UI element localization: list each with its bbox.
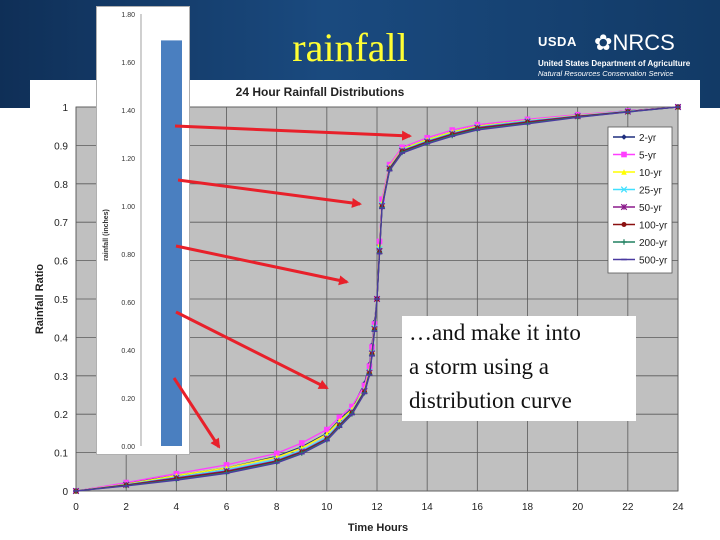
agency-line-1: United States Department of Agriculture xyxy=(538,59,691,68)
x-tick-label: 16 xyxy=(472,502,484,513)
x-axis-label: Time Hours xyxy=(348,522,408,534)
chart-title: 24 Hour Rainfall Distributions xyxy=(236,85,405,99)
legend-marker-25-yr xyxy=(620,186,628,193)
x-tick-label: 10 xyxy=(321,502,333,513)
legend-box xyxy=(607,126,673,274)
legend-label-100-yr: 100-yr xyxy=(639,221,668,232)
data-point-5-yr xyxy=(223,462,230,468)
leaf-icon: ✿ xyxy=(594,30,613,55)
series-500-yr xyxy=(73,106,681,492)
y-tick-label: 0.1 xyxy=(54,449,68,460)
inset-y-tick-label: 1.60 xyxy=(121,60,135,67)
callout-line-2: a storm using a xyxy=(409,354,549,379)
data-point-5-yr xyxy=(349,403,355,410)
callout-text-box: …and make it into a storm using a distri… xyxy=(402,316,636,421)
y-tick-label: 0.8 xyxy=(54,180,68,191)
legend-label-10-yr: 10-yr xyxy=(639,168,662,179)
y-tick-label: 0.2 xyxy=(54,410,68,421)
legend-label-25-yr: 25-yr xyxy=(639,186,662,197)
x-tick-label: 20 xyxy=(572,502,584,513)
inset-y-tick-label: 0.60 xyxy=(121,300,135,307)
y-tick-label: 0 xyxy=(62,487,68,498)
inset-y-tick-label: 1.20 xyxy=(121,156,135,163)
x-tick-label: 2 xyxy=(123,502,129,513)
legend-label-500-yr: 500-yr xyxy=(639,256,668,267)
inset-y-tick-label: 0.40 xyxy=(121,348,135,355)
rainfall-bar-svg: 0.00 0.20 0.40 0.60 0.80 1.00 1.20 1.40 1.60 1.80… xyxy=(103,12,182,451)
y-tick-label: 0.7 xyxy=(54,218,68,229)
legend-marker-2-yr xyxy=(621,134,627,140)
inset-y-tick-label: 1.80 xyxy=(121,12,135,19)
inset-y-tick-label: 1.00 xyxy=(121,204,135,211)
callout-line-1: …and make it into xyxy=(409,320,581,345)
y-tick-label: 0.5 xyxy=(54,295,68,306)
y-axis-label: Rainfall Ratio xyxy=(34,264,46,335)
x-tick-label: 0 xyxy=(73,502,79,513)
agency-line-2: Natural Resources Conservation Service xyxy=(538,69,674,78)
slide-title: rainfall xyxy=(292,25,408,70)
rainfall-bar xyxy=(161,40,182,447)
legend-marker-200-yr xyxy=(621,239,627,245)
inset-y-tick-label: 0.00 xyxy=(121,444,135,451)
inset-y-tick-label: 0.80 xyxy=(121,252,135,259)
nrcs-label: NRCS xyxy=(612,30,675,55)
legend-label-5-yr: 5-yr xyxy=(639,151,657,162)
legend-label-50-yr: 50-yr xyxy=(639,203,662,214)
inset-y-axis-label: rainfall (inches) xyxy=(103,209,110,261)
data-point-5-yr xyxy=(298,440,305,446)
inset-y-tick-label: 1.40 xyxy=(121,108,135,115)
nrcs-logo-text: ✿NRCS xyxy=(594,30,675,56)
legend-marker-100-yr xyxy=(621,221,627,228)
data-point-5-yr xyxy=(336,414,343,421)
data-point-5-yr xyxy=(324,426,330,433)
y-tick-label: 0.9 xyxy=(54,141,68,152)
x-tick-label: 4 xyxy=(174,502,180,513)
y-tick-label: 0.6 xyxy=(54,257,68,268)
usda-logo-text: USDA xyxy=(538,34,577,49)
usda-nrcs-logo: USDA ✿NRCS United States Department of A… xyxy=(538,30,708,82)
y-tick-label: 1 xyxy=(62,103,68,114)
legend-label-2-yr: 2-yr xyxy=(639,133,657,144)
x-tick-label: 24 xyxy=(672,502,684,513)
x-tick-label: 22 xyxy=(622,502,634,513)
data-point-5-yr xyxy=(273,450,280,457)
x-tick-label: 14 xyxy=(422,502,434,513)
x-tick-label: 6 xyxy=(224,502,230,513)
x-tick-label: 8 xyxy=(274,502,280,513)
x-tick-label: 18 xyxy=(522,502,534,513)
rainfall-bar-chart: 0.00 0.20 0.40 0.60 0.80 1.00 1.20 1.40 1.60 1.80… xyxy=(96,6,190,455)
legend-marker-10-yr xyxy=(621,169,627,175)
data-point-5-yr xyxy=(379,196,385,202)
legend-marker-50-yr xyxy=(620,203,628,211)
y-tick-label: 0.3 xyxy=(54,372,68,383)
legend-marker-5-yr xyxy=(621,151,627,158)
y-tick-label: 0.4 xyxy=(54,333,68,344)
legend-label-200-yr: 200-yr xyxy=(639,238,668,249)
x-tick-label: 12 xyxy=(371,502,383,513)
data-point-5-yr xyxy=(361,382,368,389)
callout-line-3: distribution curve xyxy=(409,388,572,413)
inset-y-tick-label: 0.20 xyxy=(121,396,135,403)
